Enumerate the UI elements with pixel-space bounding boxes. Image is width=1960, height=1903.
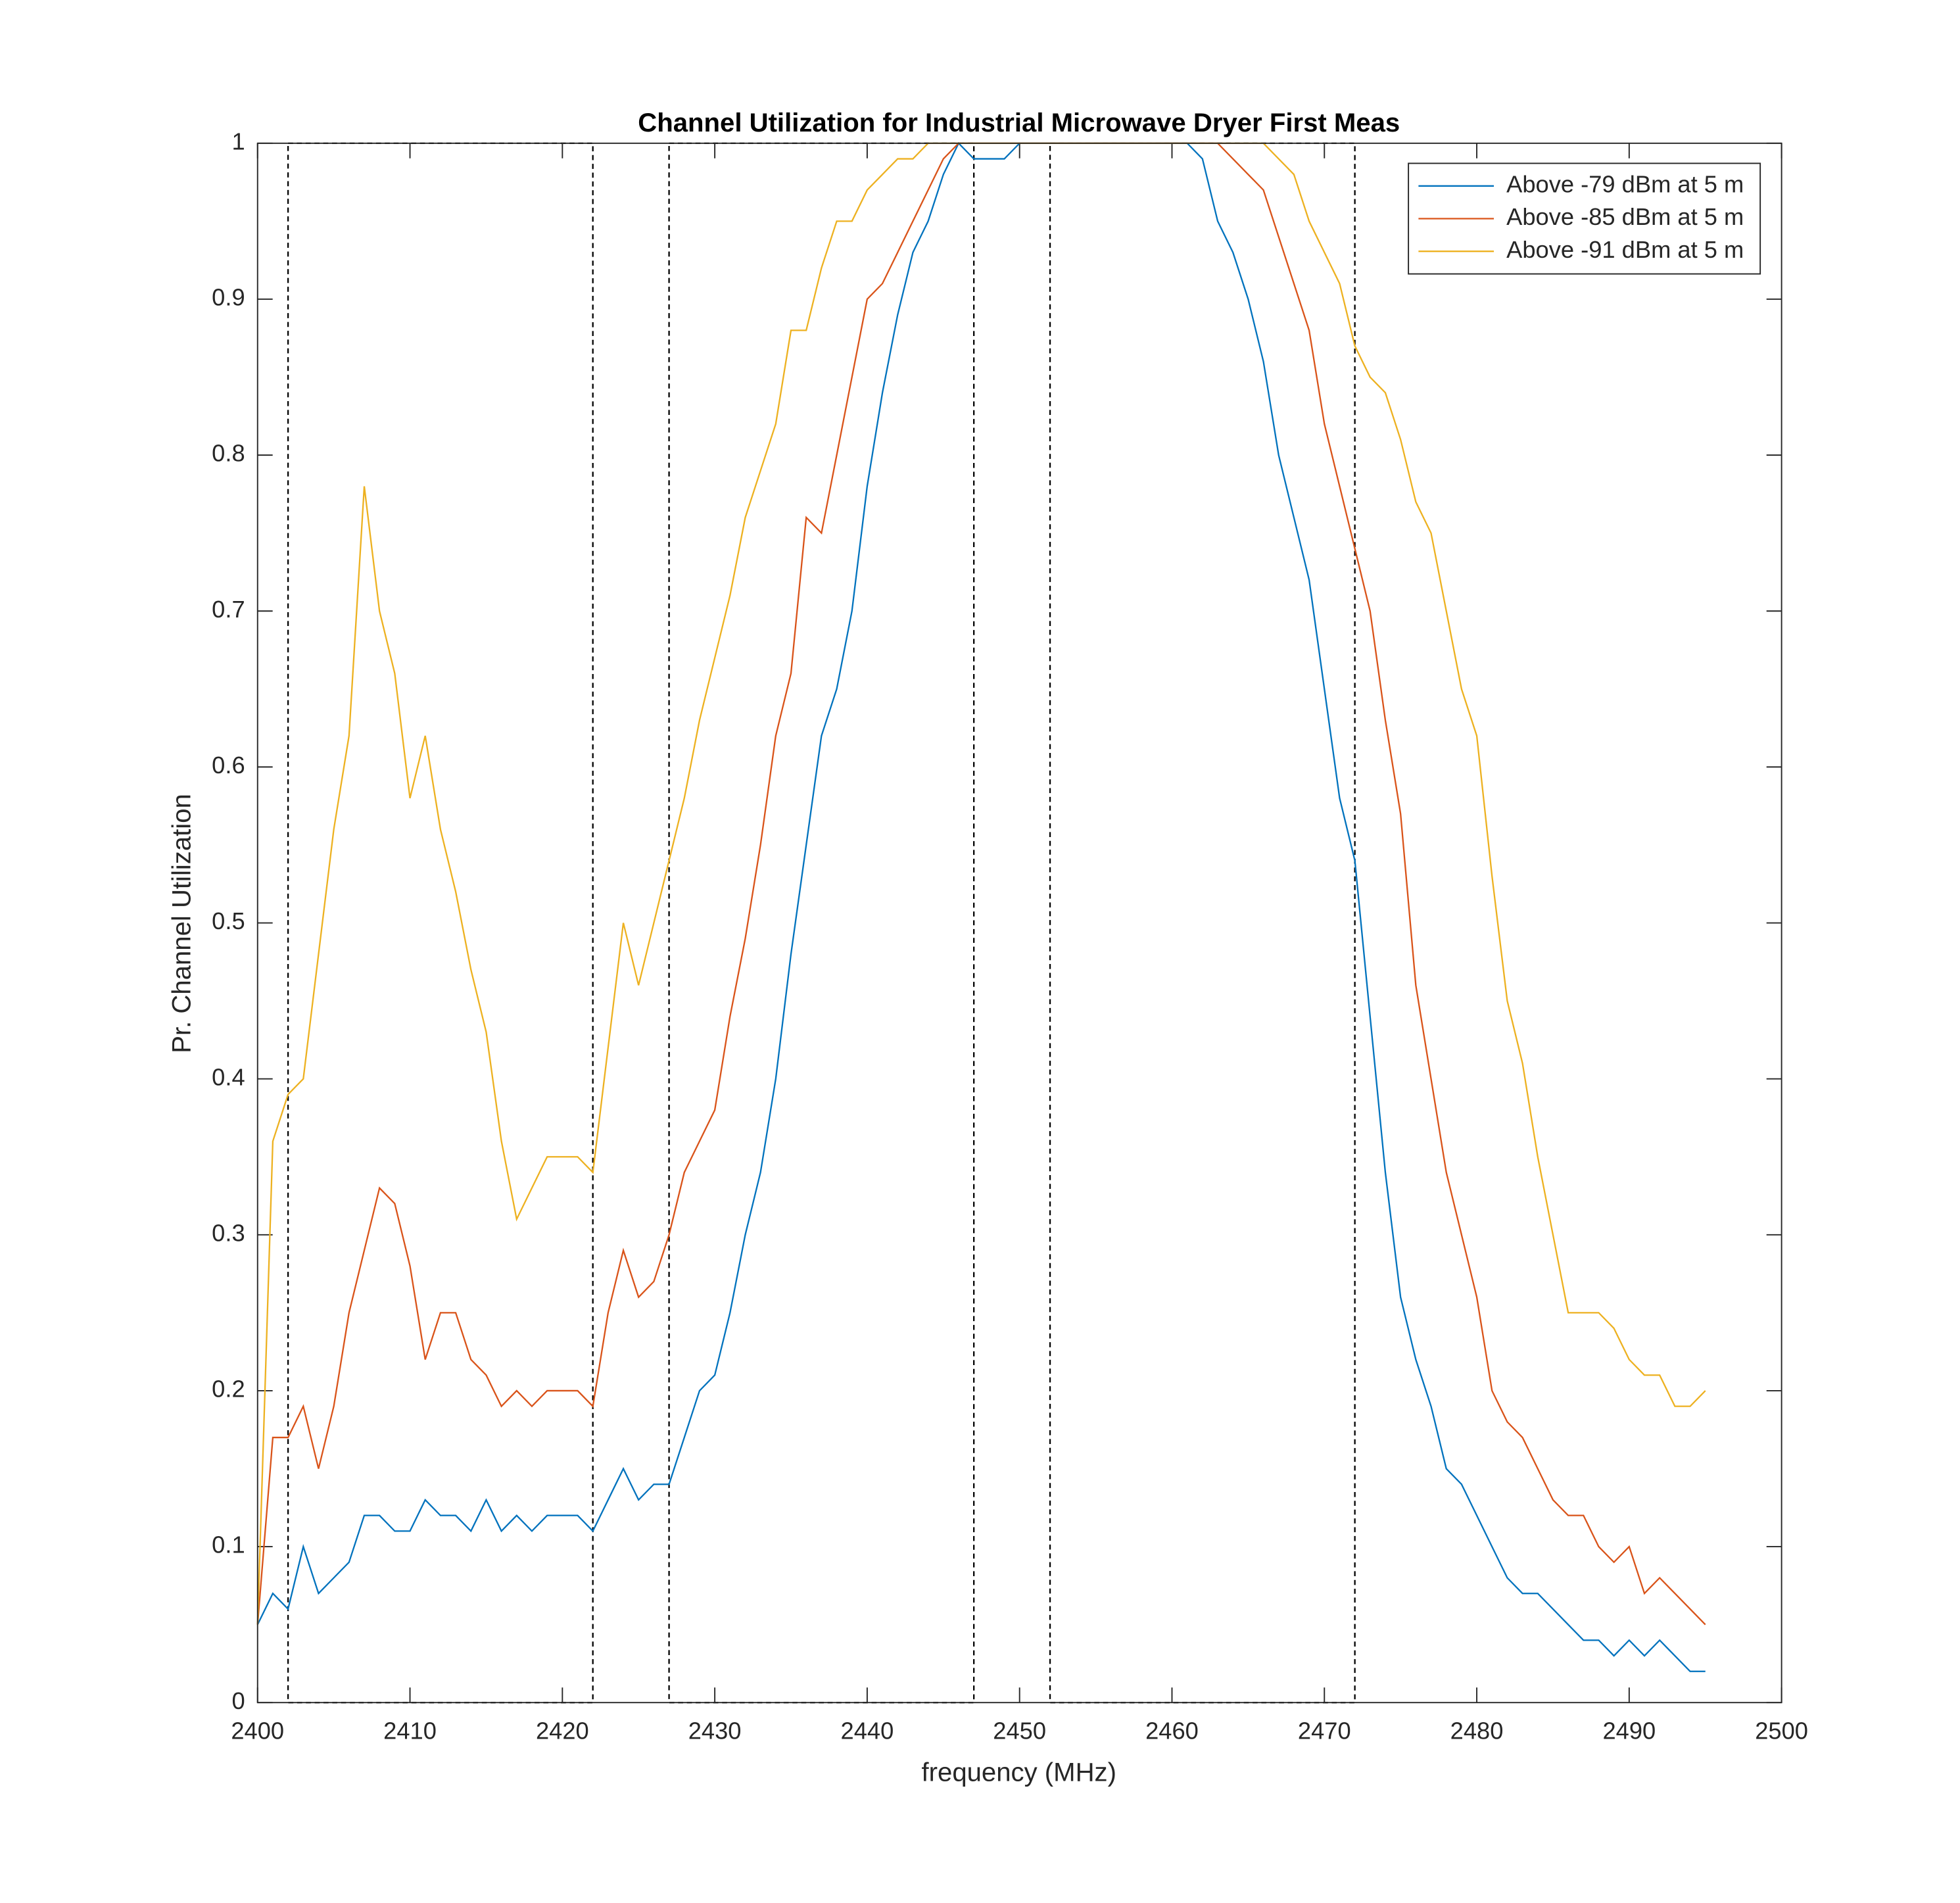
data-line: [256, 141, 1706, 1672]
y-tick-label: 0.9: [212, 284, 245, 311]
y-tick-label: 0.8: [212, 440, 245, 467]
y-tick-label: 0.4: [212, 1063, 245, 1090]
y-tick-label: 1: [231, 128, 245, 155]
y-axis-label: Pr. Channel Utilization: [167, 794, 197, 1053]
legend-label: Above -85 dBm at 5 m: [1506, 203, 1744, 230]
x-tick-label: 2410: [383, 1718, 437, 1745]
x-tick-label: 2500: [1755, 1718, 1808, 1745]
x-tick-label: 2450: [993, 1718, 1046, 1745]
y-tick-label: 0.6: [212, 752, 245, 779]
x-tick-label: 2470: [1298, 1718, 1351, 1745]
x-tick-label: 2440: [841, 1718, 894, 1745]
x-tick-label: 2430: [688, 1718, 742, 1745]
y-tick-label: 0: [231, 1687, 245, 1714]
x-tick-label: 2480: [1450, 1718, 1504, 1745]
y-tick-label: 0.1: [212, 1531, 245, 1558]
y-tick-label: 0.3: [212, 1219, 245, 1246]
legend-label: Above -91 dBm at 5 m: [1506, 236, 1744, 263]
axes-box: [256, 142, 1782, 1704]
legend-label: Above -79 dBm at 5 m: [1506, 170, 1744, 197]
y-tick-label: 0.2: [212, 1376, 245, 1403]
legend: Above -79 dBm at 5 m Above -85 dBm at 5 m…: [1408, 162, 1761, 275]
x-tick-label: 2400: [231, 1718, 284, 1745]
chart-title: Channel Utilization for Industrial Micro…: [638, 108, 1400, 137]
x-tick-label: 2460: [1145, 1718, 1199, 1745]
x-tick-label: 2490: [1602, 1718, 1656, 1745]
y-tick-label: 0.5: [212, 907, 245, 934]
x-axis-label: frequency (MHz): [922, 1758, 1116, 1787]
y-tick-label: 0.7: [212, 596, 245, 623]
x-tick-label: 2420: [536, 1718, 589, 1745]
